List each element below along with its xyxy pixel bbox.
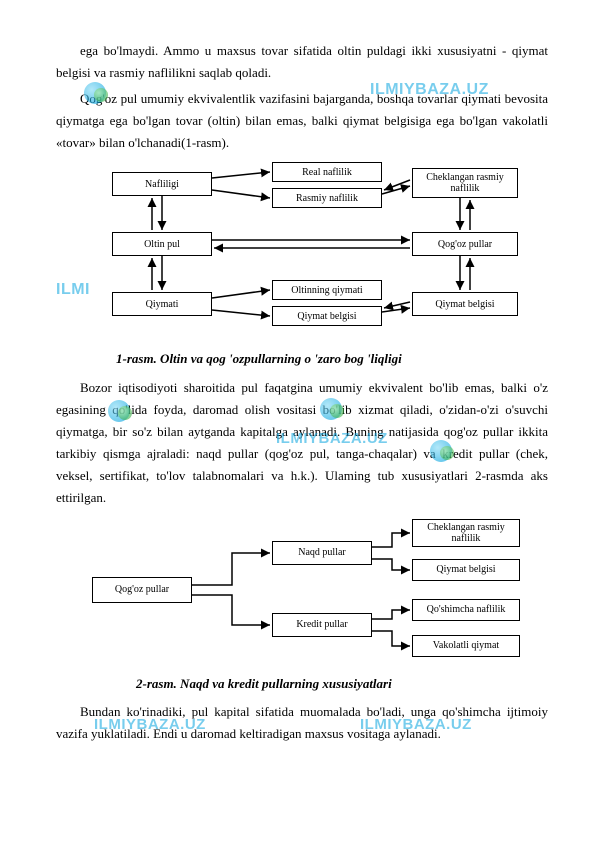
paragraph-3: Bozor iqtisodiyoti sharoitida pul faqatg… [56, 377, 548, 510]
box2-naqd: Naqd pullar [272, 541, 372, 565]
box-oltin-pul: Oltin pul [112, 232, 212, 256]
box2-qogoz: Qog'oz pullar [92, 577, 192, 603]
caption-2: 2-rasm. Naqd va kredit pullarning xususi… [136, 673, 548, 695]
box2-qoshimcha: Qo'shimcha naflilik [412, 599, 520, 621]
paragraph-4: Bundan ko'rinadiki, pul kapital sifatida… [56, 701, 548, 745]
box-cheklangan: Cheklangan rasmiy naflilik [412, 168, 518, 198]
box2-cheklangan: Cheklangan rasmiy naflilik [412, 519, 520, 547]
caption-1: 1-rasm. Oltin va qog 'ozpullarning o 'za… [116, 348, 548, 370]
paragraph-1: ega bo'lmaydi. Ammo u maxsus tovar sifat… [56, 40, 548, 84]
diagram-2: Qog'oz pullar Naqd pullar Kredit pullar … [82, 517, 522, 667]
paragraph-2: Qog'oz pul umumiy ekvivalentlik vazifasi… [56, 88, 548, 154]
box-nafliligi: Nafliligi [112, 172, 212, 196]
box2-qiymat-belgisi: Qiymat belgisi [412, 559, 520, 581]
box-oltinning-qiymati: Oltinning qiymati [272, 280, 382, 300]
box-qiymat-belgisi-mid: Qiymat belgisi [272, 306, 382, 326]
box2-kredit: Kredit pullar [272, 613, 372, 637]
box-real-naflilik: Real naflilik [272, 162, 382, 182]
box-qiymat-belgisi-right: Qiymat belgisi [412, 292, 518, 316]
box2-vakolatli: Vakolatli qiymat [412, 635, 520, 657]
box-rasmiy-naflilik: Rasmiy naflilik [272, 188, 382, 208]
diagram-1: Nafliligi Real naflilik Rasmiy naflilik … [82, 162, 522, 342]
box-qogoz-pullar: Qog'oz pullar [412, 232, 518, 256]
box-qiymati: Qiymati [112, 292, 212, 316]
